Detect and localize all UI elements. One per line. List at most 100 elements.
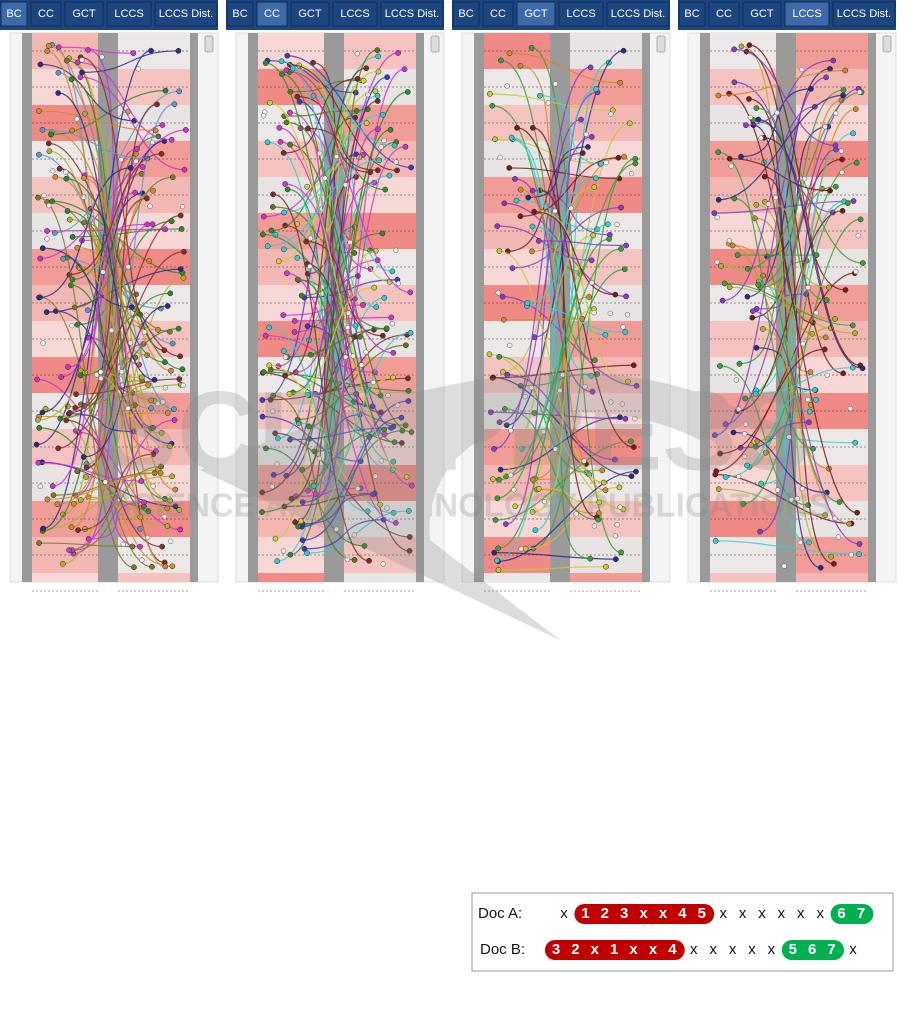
tab-label[interactable]: LCCS	[566, 8, 595, 20]
scrollbar[interactable]	[430, 35, 440, 53]
node	[360, 302, 366, 308]
node	[392, 520, 399, 526]
tab-label[interactable]: BC	[232, 8, 247, 20]
unmatched-node	[839, 169, 845, 176]
tab[interactable]	[606, 1, 670, 27]
tab[interactable]	[784, 1, 830, 27]
node	[36, 151, 42, 158]
unmatched-node	[102, 479, 109, 485]
node	[58, 374, 64, 380]
tab[interactable]	[290, 1, 330, 27]
tab-label[interactable]: BC	[6, 8, 21, 20]
node	[176, 507, 183, 513]
node	[380, 111, 386, 118]
tab-label[interactable]: LCCS	[792, 8, 821, 20]
tab[interactable]	[516, 1, 556, 27]
unmatched-node	[856, 89, 863, 95]
unmatched-node	[147, 203, 153, 209]
link-curve	[290, 144, 412, 433]
tab[interactable]	[380, 1, 444, 27]
tab-label[interactable]: GCT	[298, 8, 322, 20]
node	[177, 353, 183, 360]
scrollbar[interactable]	[204, 35, 214, 53]
tab[interactable]	[678, 1, 706, 27]
unmatched-node	[603, 159, 609, 166]
tab[interactable]	[256, 1, 288, 27]
node	[151, 376, 158, 383]
link-curve	[58, 46, 134, 54]
tab[interactable]	[0, 1, 28, 27]
tab[interactable]	[452, 1, 480, 27]
scrollbar[interactable]	[656, 35, 666, 53]
node	[172, 503, 179, 510]
node	[56, 165, 63, 172]
node	[726, 284, 733, 291]
scrollbar[interactable]	[882, 35, 892, 53]
tab-label[interactable]: CC	[38, 8, 54, 20]
unmatched-node	[591, 310, 597, 316]
link-curve	[60, 328, 179, 420]
link-curve	[296, 487, 361, 497]
unmatched-node	[855, 232, 861, 239]
node	[731, 79, 738, 86]
node	[298, 518, 304, 525]
tab-label[interactable]: LCCS Dist.	[611, 8, 665, 20]
tab-label[interactable]: GCT	[72, 8, 96, 20]
token: 3	[552, 941, 560, 958]
node	[36, 425, 43, 431]
unmatched-node	[160, 399, 166, 405]
link-curve	[502, 186, 595, 373]
tab[interactable]	[154, 1, 218, 27]
link-curve	[746, 50, 844, 374]
node	[33, 441, 40, 448]
tab-label[interactable]: CC	[716, 8, 732, 20]
tab-label[interactable]: BC	[684, 8, 699, 20]
token: x	[591, 941, 600, 958]
tab-label[interactable]: LCCS	[340, 8, 369, 20]
node	[39, 126, 46, 133]
node	[159, 543, 165, 550]
node	[132, 189, 138, 196]
node	[272, 430, 278, 437]
link-curve	[275, 80, 364, 540]
link-curve	[308, 127, 378, 171]
node	[757, 528, 763, 535]
node	[496, 353, 503, 360]
tab[interactable]	[742, 1, 782, 27]
node	[168, 136, 175, 143]
unmatched-node	[838, 148, 845, 154]
tab-label[interactable]: CC	[490, 8, 506, 20]
unmatched-node	[347, 239, 353, 246]
unmatched-node	[508, 472, 514, 478]
node	[131, 564, 137, 571]
tab-label[interactable]: GCT	[750, 8, 774, 20]
tab-label[interactable]: LCCS Dist.	[837, 8, 891, 20]
tab[interactable]	[832, 1, 896, 27]
tab[interactable]	[226, 1, 254, 27]
node	[45, 140, 52, 147]
unmatched-node	[733, 377, 739, 383]
token: x	[690, 941, 698, 958]
tab[interactable]	[708, 1, 740, 27]
link-curve	[77, 61, 172, 141]
unmatched-node	[98, 369, 104, 375]
tab-label[interactable]: CC	[264, 8, 280, 20]
tab-label[interactable]: GCT	[524, 8, 548, 20]
tab[interactable]	[30, 1, 62, 27]
node	[141, 499, 147, 506]
node	[593, 86, 600, 92]
link-curve	[289, 64, 398, 172]
tab[interactable]	[332, 1, 378, 27]
tab-label[interactable]: BC	[458, 8, 473, 20]
tab[interactable]	[106, 1, 152, 27]
tab[interactable]	[482, 1, 514, 27]
link-curve	[531, 47, 622, 553]
tab-label[interactable]: LCCS Dist.	[385, 8, 439, 20]
node	[823, 74, 829, 81]
tab[interactable]	[64, 1, 104, 27]
tab[interactable]	[558, 1, 604, 27]
link-curve	[298, 422, 394, 514]
node	[860, 260, 866, 266]
tab-label[interactable]: LCCS	[114, 8, 143, 20]
tab-label[interactable]: LCCS Dist.	[159, 8, 213, 20]
